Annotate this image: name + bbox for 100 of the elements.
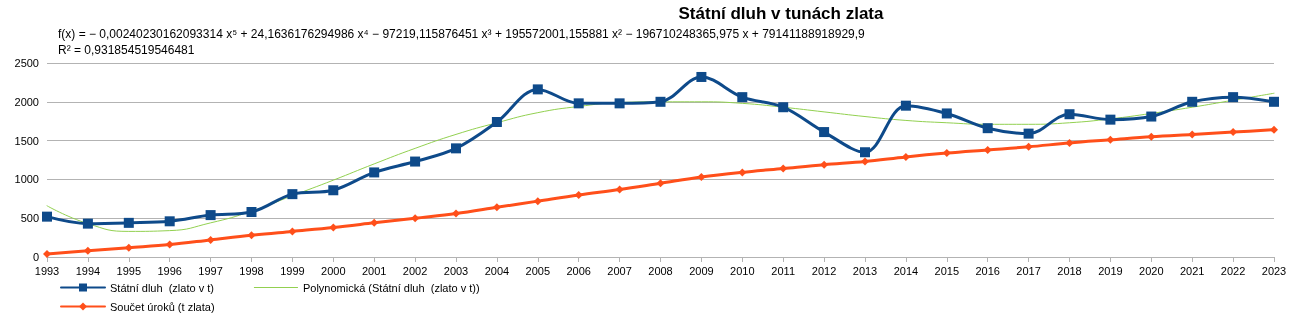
point xyxy=(861,157,869,166)
point xyxy=(206,235,215,244)
x-tick-label: 1994 xyxy=(75,264,101,277)
x-tick-label: 2013 xyxy=(852,264,878,277)
point xyxy=(42,211,52,222)
point xyxy=(820,160,829,169)
y-tick-label: 2000 xyxy=(14,95,39,108)
x-tick-label: 1999 xyxy=(280,264,305,277)
x-tick-label: 2003 xyxy=(443,264,469,277)
y-tick-label: 1500 xyxy=(14,134,39,147)
point xyxy=(43,249,51,258)
x-tick-label: 2020 xyxy=(1139,264,1164,277)
point xyxy=(369,167,380,178)
x-tick-label: 2007 xyxy=(607,264,632,277)
point xyxy=(778,102,789,113)
x-tick-label: 2009 xyxy=(689,264,714,277)
x-tick-label: 1996 xyxy=(157,264,182,277)
text: f(x) = − 0,00240230162093314 x⁵ + 24,1636176294986 x⁴ − 97219,115876451 x³ + 195572001,155881 x² − 196710248365,975 x + 79141188918929,9 xyxy=(58,27,866,41)
point xyxy=(288,227,297,236)
x-tick-label: 2004 xyxy=(484,264,510,277)
x-tick-label: 2015 xyxy=(934,264,960,277)
point xyxy=(492,203,501,212)
point xyxy=(491,116,502,127)
x-tick-label: 2000 xyxy=(321,264,346,277)
point xyxy=(983,145,992,154)
point xyxy=(247,231,256,240)
x-tick-label: 2002 xyxy=(402,264,428,277)
point xyxy=(737,92,748,103)
point xyxy=(655,96,666,107)
point xyxy=(697,173,706,182)
x-tick-label: 2012 xyxy=(811,264,837,277)
point xyxy=(1270,125,1278,134)
point xyxy=(411,214,420,223)
legend-label: Polynomická (Státní dluh (zlato v t)) xyxy=(302,281,480,294)
point xyxy=(165,240,174,249)
point xyxy=(941,108,952,119)
point xyxy=(205,210,216,221)
legend-label: Státní dluh (zlato v t) xyxy=(110,281,214,294)
point xyxy=(328,185,339,196)
y-tick-label: 500 xyxy=(20,212,39,225)
point xyxy=(287,189,298,200)
point xyxy=(1188,130,1197,139)
x-tick-label: 1998 xyxy=(239,264,264,277)
point xyxy=(1065,138,1074,147)
point xyxy=(982,123,993,134)
point xyxy=(1024,142,1033,151)
point xyxy=(532,84,543,95)
point xyxy=(246,206,257,217)
point xyxy=(83,246,92,255)
x-tick-label: 2021 xyxy=(1179,264,1205,277)
line-series xyxy=(46,92,1275,232)
x-tick-label: 2011 xyxy=(771,264,796,277)
x-tick-label: 2014 xyxy=(893,264,919,277)
point xyxy=(1023,128,1034,139)
point xyxy=(451,143,461,154)
point xyxy=(696,71,707,82)
x-tick-label: 1995 xyxy=(116,264,142,277)
point xyxy=(900,100,911,111)
point xyxy=(738,168,747,177)
point xyxy=(574,190,583,199)
y-tick-label: 0 xyxy=(32,251,39,263)
x-tick-label: 2018 xyxy=(1057,264,1082,277)
point xyxy=(1106,135,1115,144)
point xyxy=(164,216,175,227)
point xyxy=(573,98,584,109)
x-tick-label: 2001 xyxy=(361,264,387,277)
point xyxy=(1105,114,1116,125)
y-tick-label: 1000 xyxy=(14,173,39,186)
point xyxy=(1269,96,1279,107)
point xyxy=(779,164,788,173)
point xyxy=(1064,109,1075,120)
point xyxy=(329,223,338,232)
point xyxy=(1187,96,1198,107)
point xyxy=(533,197,542,206)
point xyxy=(410,156,421,167)
point xyxy=(860,147,870,158)
x-tick-label: 1993 xyxy=(34,264,60,277)
point xyxy=(615,185,624,194)
point xyxy=(614,98,625,109)
x-tick-label: 2022 xyxy=(1220,264,1246,277)
point xyxy=(1228,92,1239,103)
x-tick-label: 1997 xyxy=(198,264,223,277)
x-tick-label: 2005 xyxy=(525,264,551,277)
chart-title: Státní dluh v tunách zlata xyxy=(678,4,885,23)
point xyxy=(370,218,379,227)
point xyxy=(452,209,460,218)
point xyxy=(656,179,665,188)
x-tick-label: 2017 xyxy=(1016,264,1041,277)
x-tick-label: 2019 xyxy=(1098,264,1123,277)
point xyxy=(1146,111,1157,122)
x-tick-label: 2008 xyxy=(648,264,673,277)
text: R² = 0,931854519546481 xyxy=(58,43,195,57)
x-tick-label: 2010 xyxy=(730,264,755,277)
point xyxy=(82,218,93,229)
point xyxy=(124,243,133,252)
point xyxy=(819,127,830,138)
y-tick-label: 2500 xyxy=(14,57,39,69)
legend-label: Součet úroků (t zlata) xyxy=(110,300,215,313)
x-tick-label: 2016 xyxy=(975,264,1000,277)
x-tick-label: 2023 xyxy=(1261,264,1287,277)
